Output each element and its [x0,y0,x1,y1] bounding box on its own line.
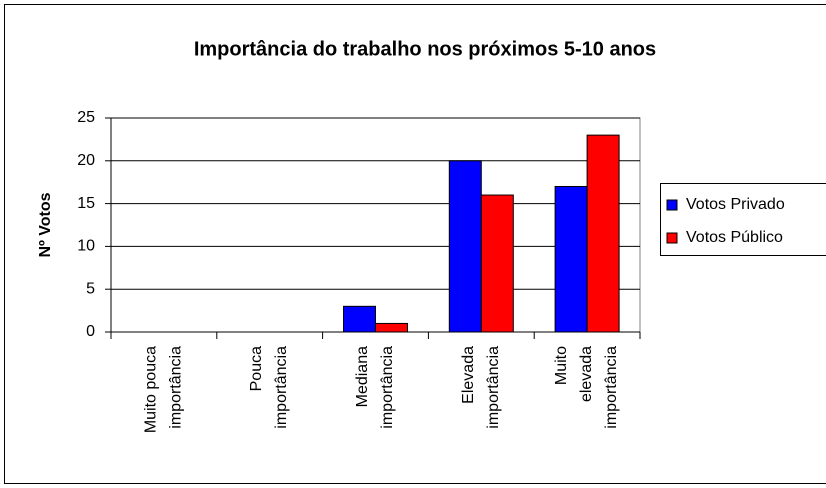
bar [375,322,408,333]
legend-label: Votos Público [686,229,783,246]
y-tick-label: 20 [77,152,95,169]
bar [480,194,514,333]
bar [343,305,376,333]
y-tick-label: 10 [77,238,95,255]
y-axis-label: Nº Votos [37,192,54,257]
bar [586,134,620,333]
x-tick-label: Muito elevada importância [553,346,620,433]
bar [554,185,588,333]
bar [448,160,482,333]
x-tick-label: Muito pouca importância [143,346,185,433]
x-tick-label: Mediana importância [354,346,396,433]
chart-title: Importância do trabalho nos próximos 5-1… [194,38,656,60]
legend-label: Votos Privado [686,196,785,213]
y-tick-label: 15 [77,195,95,212]
legend-box [660,183,826,256]
x-tick-label: Pouca importância [248,346,290,433]
legend-swatch [666,199,678,211]
plot-area [110,117,641,333]
y-tick-label: 0 [86,323,95,340]
y-tick-label: 25 [77,109,95,126]
legend-swatch [666,232,678,244]
y-tick-label: 5 [86,280,95,297]
x-tick-label: Elevada importância [460,346,502,433]
